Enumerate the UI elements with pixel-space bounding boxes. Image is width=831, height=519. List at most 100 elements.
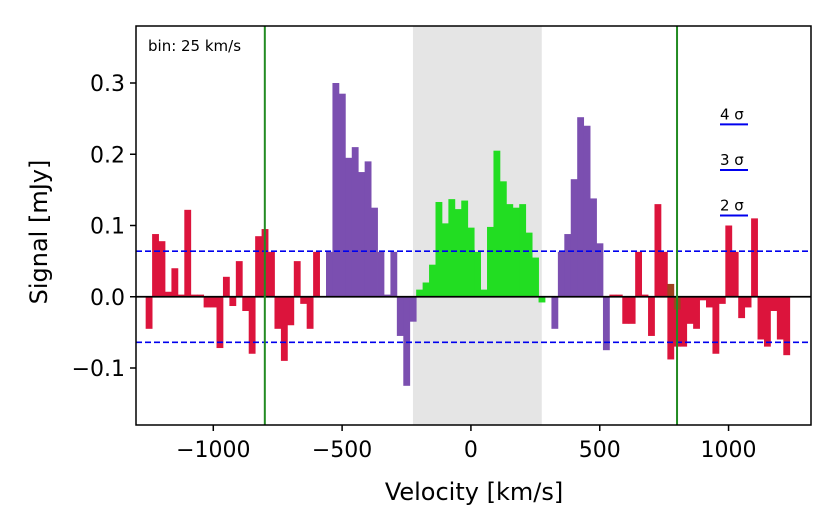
- bar-outside: [216, 296, 224, 349]
- bar-wings: [390, 251, 398, 297]
- bar-outside-right: [654, 204, 662, 297]
- bar-center: [512, 207, 520, 297]
- y-axis-label: Signal [mJy]: [25, 160, 53, 305]
- bar-center: [422, 282, 430, 297]
- x-axis-label: Velocity [km/s]: [385, 478, 563, 506]
- bar-outside: [235, 261, 243, 297]
- bar-outside-right: [712, 296, 720, 354]
- bar-wings: [383, 294, 391, 297]
- bar-wings: [338, 93, 346, 297]
- bar-outside: [171, 268, 179, 297]
- bar-center: [532, 257, 539, 297]
- bar-wings: [345, 157, 353, 297]
- bar-outside: [203, 296, 211, 308]
- bar-wings: [551, 296, 559, 329]
- bar-outside-right: [751, 218, 758, 297]
- bar-outside-right: [615, 294, 623, 297]
- bar-outside: [274, 296, 282, 329]
- bar-outside-right: [660, 251, 668, 297]
- bar-outside-right: [635, 251, 643, 297]
- bar-outside: [255, 236, 262, 297]
- bar-wings: [602, 296, 610, 351]
- bar-outside-right: [770, 296, 778, 311]
- bar-outside: [268, 251, 275, 297]
- bar-outside: [306, 296, 314, 329]
- bar-wings: [332, 83, 340, 297]
- bar-wings: [351, 147, 359, 297]
- bar-outside-right: [609, 294, 617, 297]
- bar-center: [493, 150, 501, 297]
- bar-outside: [229, 296, 237, 307]
- bar-center: [480, 289, 488, 297]
- bar-outside: [197, 294, 205, 297]
- y-axis-ticks: −0.1 0.0 0.1 0.2 0.3: [72, 72, 136, 382]
- bar-outside-right: [686, 296, 694, 324]
- bar-outside-right: [757, 296, 765, 340]
- bar-center: [519, 204, 527, 297]
- y-tick-label: 0.3: [90, 72, 125, 97]
- bar-center: [448, 199, 456, 297]
- y-tick-label: 0.0: [90, 286, 125, 311]
- bar-wings: [377, 251, 385, 297]
- x-tick-label: 500: [579, 438, 621, 463]
- bar-outside: [313, 251, 320, 297]
- bar-wings: [326, 251, 333, 297]
- sigma-label: 3 σ: [720, 151, 744, 169]
- bar-center: [467, 227, 475, 297]
- bar-outside: [280, 296, 288, 361]
- y-tick-label: 0.2: [90, 143, 125, 168]
- bar-wings: [371, 207, 378, 297]
- bar-center: [416, 289, 424, 297]
- bar-wings: [577, 117, 585, 297]
- bar-wings: [564, 234, 572, 297]
- bar-outside-right: [622, 296, 630, 324]
- bar-wings: [358, 172, 366, 297]
- plot-area: 4 σ 3 σ 2 σ bin: 25 km/s: [136, 26, 811, 425]
- bar-wings: [570, 179, 578, 297]
- bar-center: [441, 223, 449, 297]
- bar-outside: [293, 261, 301, 297]
- bar-outside: [222, 276, 230, 297]
- bar-outside: [184, 209, 192, 297]
- x-tick-label: −500: [312, 438, 372, 463]
- bar-outside-right: [680, 296, 688, 347]
- bar-wings: [403, 296, 411, 386]
- bar-wings: [557, 251, 565, 297]
- bar-outside: [152, 234, 159, 297]
- bar-outside: [177, 294, 185, 297]
- bar-outside: [190, 294, 198, 297]
- bar-wings: [583, 125, 591, 297]
- bar-outside: [300, 296, 308, 304]
- bar-outside-right: [641, 294, 649, 297]
- bar-wings: [396, 296, 404, 336]
- y-tick-label: 0.1: [90, 215, 125, 240]
- bar-wings: [364, 161, 372, 297]
- bar-wings: [590, 198, 597, 297]
- bar-outside-right: [738, 296, 746, 319]
- bar-center: [454, 209, 462, 297]
- sigma-label: 4 σ: [720, 105, 744, 123]
- bar-edge: [667, 283, 675, 297]
- bar-outside-right: [763, 296, 771, 347]
- bar-center: [429, 264, 436, 297]
- bar-outside-right: [744, 296, 752, 308]
- bar-outside-right: [706, 296, 713, 308]
- x-tick-label: 1000: [701, 438, 757, 463]
- bar-outside: [210, 296, 217, 308]
- bar-center: [499, 181, 507, 297]
- bin-annotation: bin: 25 km/s: [148, 37, 241, 55]
- bar-outside-right: [699, 296, 707, 301]
- bar-outside-right: [725, 225, 733, 297]
- bar-outside: [158, 241, 166, 297]
- sigma-legend: 4 σ 3 σ 2 σ: [720, 105, 748, 217]
- bar-center: [487, 226, 494, 297]
- bar-outside-right: [776, 296, 784, 340]
- bar-outside-right: [731, 251, 739, 297]
- bar-wings: [596, 243, 604, 297]
- bar-outside: [248, 296, 256, 354]
- x-tick-label: −1000: [176, 438, 250, 463]
- y-tick-label: −0.1: [72, 357, 125, 382]
- bar-center: [525, 232, 533, 297]
- x-tick-label: 0: [464, 438, 478, 463]
